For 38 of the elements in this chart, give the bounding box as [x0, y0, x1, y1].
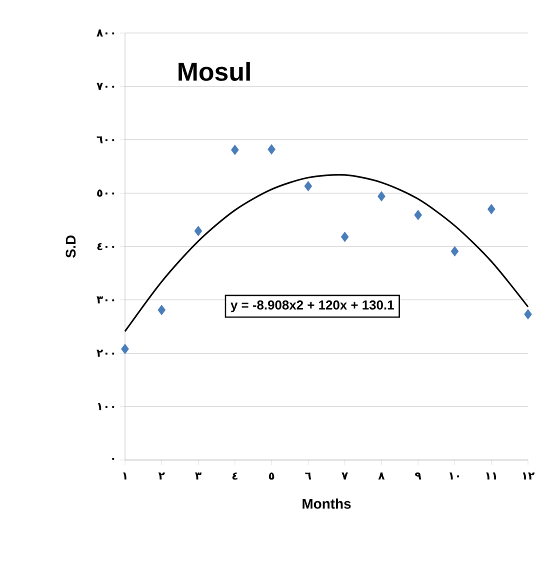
point	[524, 309, 532, 320]
point	[340, 232, 349, 242]
x-tick-label: ٩	[415, 472, 422, 480]
y-tick-label: ٥٠٠	[97, 190, 114, 197]
y-tick-label: ٨٠٠	[96, 30, 114, 36]
point	[194, 226, 202, 236]
y-tick-label: ٧٠٠	[96, 82, 114, 90]
x-tick-label: ٦	[305, 472, 312, 480]
x-tick-label: ٧	[342, 472, 348, 480]
x-tick-label: ٨	[378, 472, 385, 480]
point	[414, 210, 422, 220]
x-tick-label: ١٠	[450, 472, 460, 480]
y-tick-label: ٠	[112, 458, 114, 460]
line-series	[124, 174, 529, 332]
x-tick-label: ٣	[195, 472, 202, 480]
y-tick-label: ١٠٠	[98, 403, 114, 410]
point	[450, 246, 459, 256]
y-tick-label: ٣٠٠	[96, 296, 114, 304]
y-tick-label: ٢٠٠	[96, 350, 114, 357]
x-tick-label: ٤	[232, 472, 238, 480]
x-tick-label: ١	[123, 472, 126, 480]
point	[268, 144, 276, 155]
point	[487, 204, 496, 214]
annotation: y = -8.908x2 + 120x + 130.1	[230, 300, 394, 312]
x-tick-label: ٢	[158, 472, 165, 480]
text: Mosul	[178, 62, 250, 81]
point	[230, 144, 239, 156]
point	[378, 191, 386, 202]
x-tick-label: ١٢	[522, 472, 535, 480]
x-axis-title: Months	[302, 498, 351, 509]
point	[158, 304, 166, 316]
y-tick-label: ٦٠٠	[96, 136, 114, 144]
x-tick-label: ٥	[268, 472, 274, 480]
y-axis-title: S.D	[66, 235, 76, 258]
point	[304, 181, 312, 192]
point	[121, 344, 129, 354]
y-tick-label: ٤٠٠	[97, 242, 114, 250]
x-tick-label: ١١	[486, 472, 496, 480]
